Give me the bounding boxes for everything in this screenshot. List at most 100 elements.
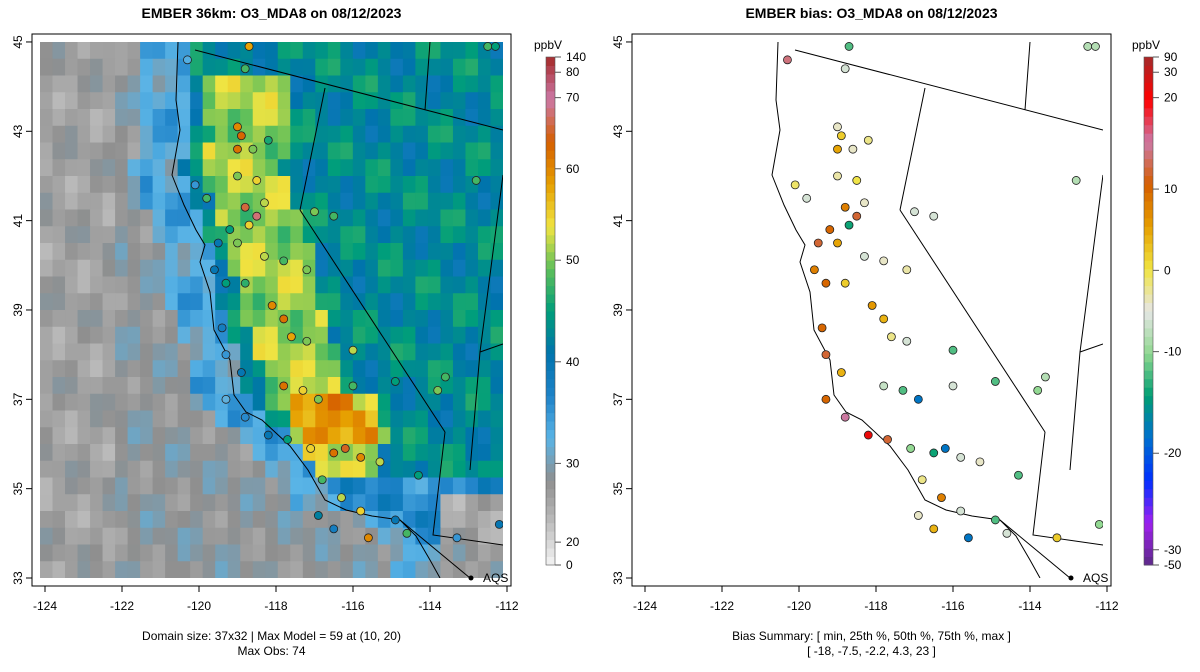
- station-point: [260, 198, 269, 208]
- colorbar-tick-label: 30: [1164, 65, 1178, 79]
- model-grid-cell: [265, 410, 279, 428]
- model-grid-cell: [252, 444, 266, 462]
- model-grid-cell: [377, 377, 391, 395]
- station-point: [810, 265, 819, 275]
- model-grid-cell: [177, 460, 191, 479]
- model-grid-cell: [115, 42, 129, 60]
- model-grid-cell: [102, 310, 116, 328]
- model-grid-cell: [290, 243, 304, 261]
- model-grid-cell: [390, 226, 404, 244]
- model-grid-cell: [452, 460, 467, 479]
- model-grid-cell: [190, 427, 204, 445]
- model-grid-cell: [390, 259, 404, 278]
- model-grid-cell: [327, 109, 341, 127]
- model-grid-cell: [402, 176, 417, 194]
- model-grid-cell: [302, 360, 316, 378]
- model-grid-cell: [152, 42, 166, 60]
- model-grid-cell: [52, 42, 66, 60]
- model-grid-cell: [452, 125, 467, 144]
- colorbar-segment: [1144, 514, 1153, 524]
- model-grid-cell: [477, 209, 492, 227]
- station-point: [363, 533, 373, 543]
- station-point: [863, 430, 873, 440]
- model-grid-cell: [452, 176, 467, 194]
- model-grid-cell: [152, 209, 166, 227]
- model-grid-cell: [465, 293, 479, 311]
- model-grid-cell: [490, 494, 503, 512]
- model-grid-cell: [190, 276, 204, 294]
- model-grid-cell: [65, 527, 79, 546]
- model-grid-cell: [190, 410, 204, 428]
- model-grid-cell: [102, 125, 116, 144]
- model-grid-cell: [477, 544, 492, 562]
- model-grid-cell: [202, 544, 216, 562]
- model-grid-cell: [90, 343, 104, 361]
- model-grid-cell: [102, 544, 116, 562]
- model-grid-cell: [290, 276, 304, 294]
- model-grid-cell: [52, 243, 66, 261]
- y-tick-label: 43: [11, 124, 25, 138]
- model-grid-cell: [102, 159, 116, 177]
- model-grid-cell: [352, 276, 366, 294]
- colorbar-segment: [1144, 260, 1153, 270]
- model-grid-cell: [477, 92, 492, 110]
- model-grid-cell: [140, 176, 154, 194]
- model-grid-cell: [402, 511, 417, 529]
- model-grid-cell: [240, 494, 254, 512]
- model-grid-cell: [315, 310, 329, 328]
- model-grid-cell: [77, 444, 91, 462]
- model-grid-cell: [202, 360, 216, 378]
- model-grid-cell: [215, 159, 229, 177]
- model-grid-cell: [227, 527, 241, 546]
- model-grid-cell: [127, 109, 141, 127]
- state-border: [432, 431, 503, 546]
- model-grid-cell: [115, 477, 129, 495]
- model-grid-cell: [377, 326, 391, 345]
- model-grid-cell: [452, 444, 467, 462]
- model-grid-cell: [102, 276, 116, 294]
- model-grid-cell: [340, 310, 354, 328]
- model-grid-cell: [465, 310, 479, 328]
- state-border: [424, 42, 431, 111]
- model-grid-cell: [265, 226, 279, 244]
- model-grid-cell: [115, 561, 129, 578]
- model-grid-cell: [365, 75, 379, 93]
- model-grid-cell: [390, 343, 404, 361]
- model-grid-cell: [352, 326, 366, 345]
- model-grid-cell: [427, 226, 442, 244]
- model-grid-cell: [440, 477, 454, 495]
- model-grid-cell: [315, 544, 329, 562]
- model-grid-cell: [215, 209, 229, 227]
- model-grid-cell: [390, 92, 404, 110]
- model-grid-cell: [265, 477, 279, 495]
- model-grid-cell: [190, 561, 204, 578]
- model-grid-cell: [215, 259, 229, 278]
- model-grid-cell: [140, 125, 154, 144]
- model-grid-cell: [265, 527, 279, 546]
- model-grid-cell: [365, 460, 379, 479]
- model-grid-cell: [327, 310, 341, 328]
- model-grid-cell: [202, 142, 216, 160]
- model-grid-cell: [265, 377, 279, 395]
- model-grid-cell: [440, 142, 454, 160]
- model-grid-cell: [477, 192, 492, 211]
- station-point: [279, 256, 289, 266]
- model-grid-cell: [327, 125, 341, 144]
- model-grid-cell: [165, 259, 179, 278]
- model-grid-cell: [315, 142, 329, 160]
- colorbar-segment: [546, 497, 555, 507]
- model-grid-cell: [352, 259, 366, 278]
- colorbar-segment: [1144, 370, 1153, 380]
- state-border: [999, 519, 1071, 578]
- model-grid-cell: [377, 293, 391, 311]
- model-grid-cell: [115, 176, 129, 194]
- model-grid-cell: [177, 511, 191, 529]
- model-grid-cell: [377, 360, 391, 378]
- model-grid-cell: [202, 393, 216, 412]
- state-border: [399, 519, 471, 578]
- model-grid-cell: [177, 326, 191, 345]
- model-grid-cell: [265, 75, 279, 93]
- model-grid-cell: [452, 511, 467, 529]
- model-grid-cell: [340, 142, 354, 160]
- colorbar-segment: [546, 522, 555, 532]
